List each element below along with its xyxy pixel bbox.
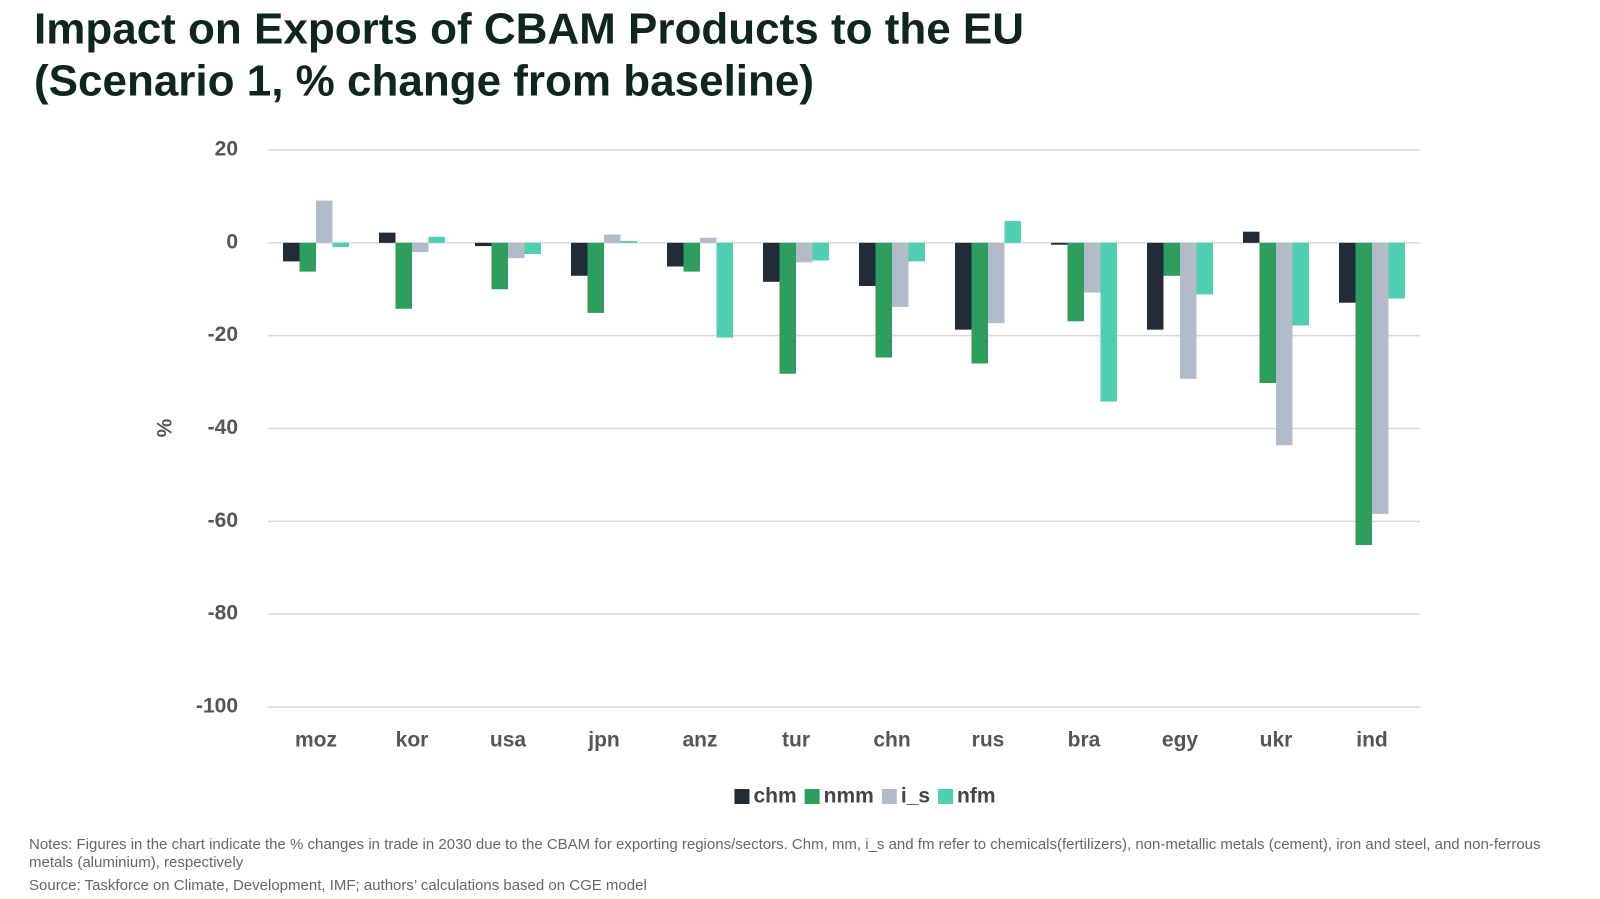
x-tick-label: kor bbox=[396, 729, 429, 752]
y-tick-label: -80 bbox=[208, 602, 238, 625]
x-tick-label: anz bbox=[682, 729, 717, 752]
bar bbox=[283, 242, 300, 262]
bar bbox=[1051, 242, 1068, 245]
bar bbox=[812, 242, 829, 261]
bar bbox=[1372, 242, 1389, 514]
y-tick-label: -60 bbox=[208, 509, 238, 532]
chart: Impact on Exports of CBAM Products to th… bbox=[34, 5, 1420, 808]
x-tick-label: chn bbox=[873, 729, 910, 752]
y-tick-label: 0 bbox=[226, 230, 238, 253]
bar bbox=[955, 242, 972, 330]
x-tick-label: usa bbox=[490, 729, 527, 752]
bar bbox=[779, 242, 796, 374]
bar bbox=[683, 242, 700, 272]
bar bbox=[604, 234, 621, 243]
chart-subtitle: (Scenario 1, % change from baseline) bbox=[34, 57, 814, 106]
bar bbox=[395, 242, 412, 309]
bar bbox=[508, 242, 525, 259]
y-tick-label: 20 bbox=[215, 138, 238, 161]
bar bbox=[1355, 242, 1372, 546]
bar bbox=[491, 242, 508, 290]
legend-label: i_s bbox=[901, 785, 930, 808]
bar bbox=[796, 242, 813, 263]
bar bbox=[908, 242, 925, 262]
y-tick-label: -40 bbox=[208, 416, 238, 439]
legend-swatch bbox=[938, 789, 954, 804]
notes: Notes: Figures in the chart indicate the… bbox=[29, 836, 1541, 871]
y-tick-label: -20 bbox=[208, 323, 238, 346]
bar bbox=[428, 236, 445, 243]
x-tick-label: bra bbox=[1068, 729, 1101, 752]
bar bbox=[332, 242, 349, 248]
bar bbox=[1004, 221, 1021, 243]
bar bbox=[1292, 242, 1309, 326]
bar bbox=[1339, 242, 1356, 303]
legend-swatch bbox=[804, 789, 820, 804]
legend-swatch bbox=[881, 789, 897, 804]
x-tick-label: ind bbox=[1356, 729, 1388, 752]
chart-title: Impact on Exports of CBAM Products to th… bbox=[34, 5, 1024, 54]
bar bbox=[1100, 242, 1117, 402]
bar bbox=[763, 242, 780, 282]
bar bbox=[1084, 242, 1101, 293]
bar bbox=[1196, 242, 1213, 295]
bar bbox=[859, 242, 876, 287]
bar bbox=[571, 242, 588, 276]
bar bbox=[1163, 242, 1180, 276]
y-tick-label: -100 bbox=[196, 695, 238, 718]
legend-label: chm bbox=[753, 785, 796, 808]
bar bbox=[700, 237, 717, 243]
legend-label: nmm bbox=[824, 785, 874, 808]
bar bbox=[412, 242, 429, 253]
bar bbox=[971, 242, 988, 364]
bar bbox=[716, 242, 733, 338]
bar bbox=[316, 200, 333, 243]
x-tick-label: egy bbox=[1162, 729, 1199, 752]
bar bbox=[299, 242, 316, 272]
bar bbox=[1067, 242, 1084, 322]
source: Source: Taskforce on Climate, Developmen… bbox=[29, 877, 647, 894]
bar bbox=[379, 232, 396, 243]
y-axis-label: % bbox=[154, 418, 177, 437]
bar bbox=[1259, 242, 1276, 384]
bar bbox=[524, 242, 541, 254]
bar bbox=[587, 242, 604, 313]
bar bbox=[1388, 242, 1405, 299]
bar bbox=[1243, 231, 1260, 243]
bar bbox=[892, 242, 909, 307]
legend-label: nfm bbox=[957, 785, 996, 808]
legend-swatch bbox=[734, 789, 750, 804]
bar bbox=[667, 242, 684, 267]
bar bbox=[1180, 242, 1197, 379]
bar bbox=[620, 240, 637, 243]
bar bbox=[1276, 242, 1293, 446]
x-tick-label: jpn bbox=[587, 729, 620, 752]
x-tick-label: tur bbox=[782, 729, 810, 752]
x-tick-label: rus bbox=[972, 729, 1005, 752]
x-tick-label: ukr bbox=[1260, 729, 1293, 752]
bar bbox=[475, 242, 492, 247]
bar bbox=[988, 242, 1005, 324]
bar bbox=[1147, 242, 1164, 330]
x-tick-label: moz bbox=[295, 729, 337, 752]
bar bbox=[875, 242, 892, 358]
